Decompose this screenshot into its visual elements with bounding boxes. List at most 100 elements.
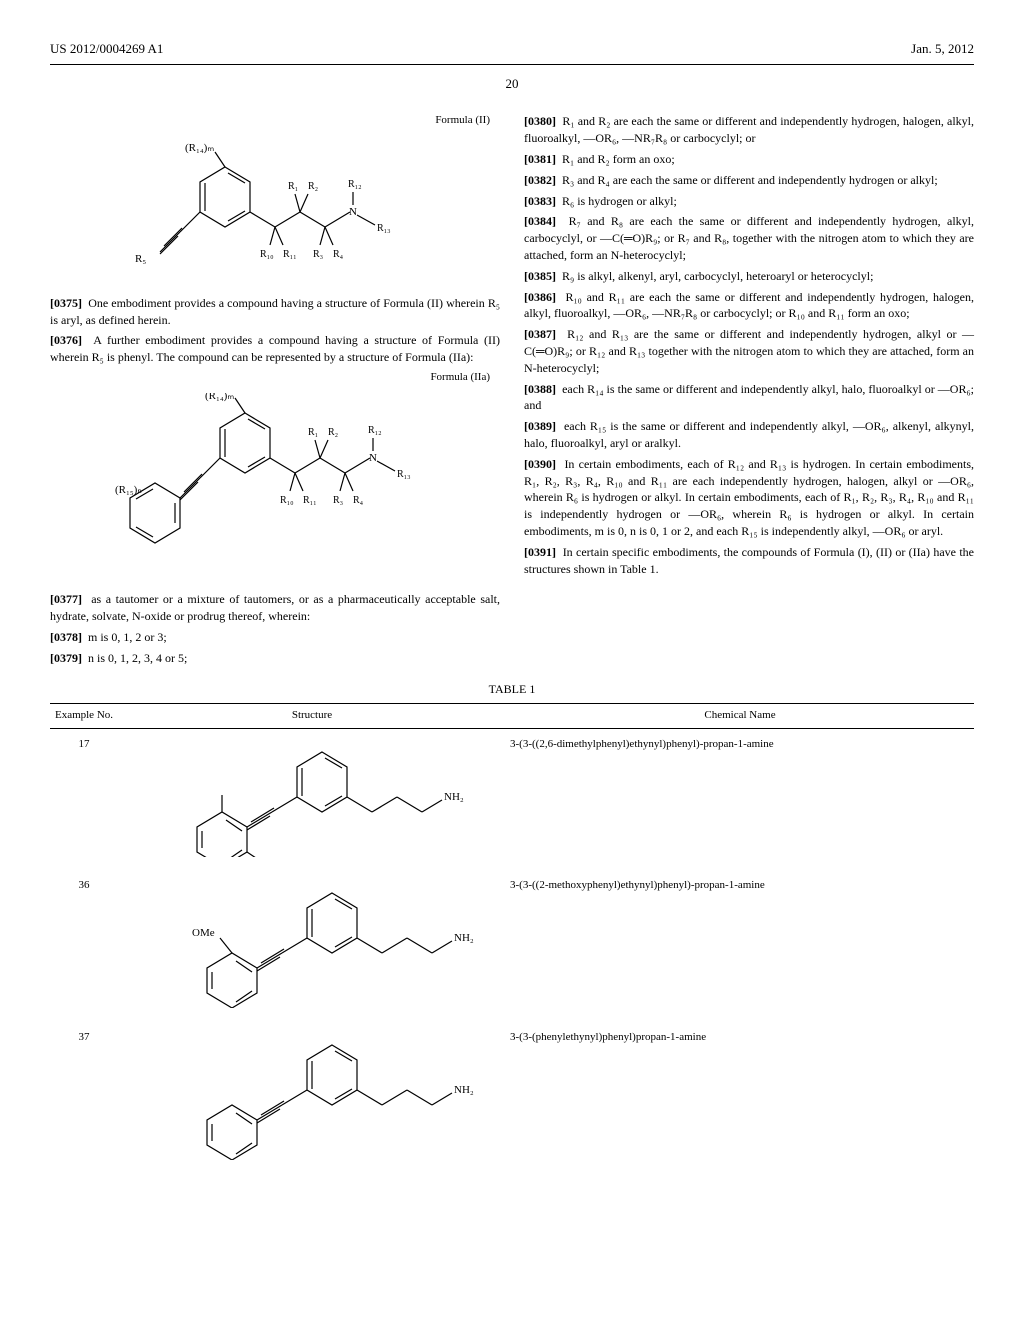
para-0375-text: One embodiment provides a compound havin… bbox=[50, 296, 500, 327]
r13-label: R₁₃ bbox=[377, 223, 391, 234]
para-0386: [0386] R₁₀ and R₁₁ are each the same or … bbox=[524, 289, 974, 323]
body-columns: Formula (II) bbox=[50, 113, 974, 670]
nh2-label-17: NH₂ bbox=[444, 791, 464, 803]
structure-36: OMe NH₂ bbox=[118, 870, 506, 1021]
col-structure: Structure bbox=[118, 704, 506, 728]
compounds-table: Example No. Structure Chemical Name 17 bbox=[50, 703, 974, 1173]
nh2-label-36: NH₂ bbox=[454, 932, 474, 944]
page-header: US 2012/0004269 A1 Jan. 5, 2012 bbox=[50, 40, 974, 58]
para-0391: [0391] In certain specific embodiments, … bbox=[524, 544, 974, 578]
para-0385: [0385] R₉ is alkyl, alkenyl, aryl, carbo… bbox=[524, 268, 974, 285]
para-0379-text: n is 0, 1, 2, 3, 4 or 5; bbox=[88, 651, 187, 665]
r3-label-2a: R₃ bbox=[333, 495, 343, 506]
formula-iia-label: Formula (IIa) bbox=[50, 370, 490, 385]
para-0382: [0382] R₃ and R₄ are each the same or di… bbox=[524, 172, 974, 189]
para-0376: [0376] A further embodiment provides a c… bbox=[50, 332, 500, 366]
left-column: Formula (II) bbox=[50, 113, 500, 670]
para-0390-num: [0390] bbox=[524, 457, 556, 471]
col-chemical-name: Chemical Name bbox=[506, 704, 974, 728]
para-0382-num: [0382] bbox=[524, 173, 556, 187]
r2-label-2a: R₂ bbox=[328, 427, 338, 438]
formula-ii-structure: (R₁₄)ₘ R₅ R₁₀ R₁₁ R₁ R₂ R₃ R₄ R₁₂ N R₁₃ bbox=[50, 137, 500, 287]
para-0383: [0383] R₆ is hydrogen or alkyl; bbox=[524, 193, 974, 210]
para-0384: [0384] R₇ and R₈ are each the same or di… bbox=[524, 213, 974, 263]
structure-17-svg: NH₂ bbox=[142, 737, 482, 857]
nh2-label-37: NH₂ bbox=[454, 1084, 474, 1096]
r14-label-2a: (R₁₄)ₘ bbox=[205, 393, 234, 402]
para-0377: [0377] as a tautomer or a mixture of tau… bbox=[50, 591, 500, 625]
para-0376-text: A further embodiment provides a compound… bbox=[50, 333, 500, 364]
formula-ii-svg: (R₁₄)ₘ R₅ R₁₀ R₁₁ R₁ R₂ R₃ R₄ R₁₂ N R₁₃ bbox=[125, 137, 425, 287]
formula-iia-svg: (R₁₄)ₘ (R₁₅)ₙ R₁₀ R₁₁ R₁ R₂ R₃ R₄ R₁₂ N … bbox=[115, 393, 435, 583]
para-0381-text: R₁ and R₂ form an oxo; bbox=[562, 152, 675, 166]
r13-label-2a: R₁₃ bbox=[397, 469, 411, 480]
para-0391-text: In certain specific embodiments, the com… bbox=[524, 545, 974, 576]
r2-label: R₂ bbox=[308, 181, 318, 192]
r4-label-2a: R₄ bbox=[353, 495, 364, 506]
para-0387: [0387] R₁₂ and R₁₃ are the same or diffe… bbox=[524, 326, 974, 376]
r12-label: R₁₂ bbox=[348, 179, 362, 190]
para-0376-num: [0376] bbox=[50, 333, 82, 347]
structure-37: NH₂ bbox=[118, 1022, 506, 1173]
para-0390-text: In certain embodiments, each of R₁₂ and … bbox=[524, 457, 974, 538]
para-0381-num: [0381] bbox=[524, 152, 556, 166]
example-no-37: 37 bbox=[50, 1022, 118, 1173]
structure-36-svg: OMe NH₂ bbox=[142, 878, 482, 1008]
example-no-17: 17 bbox=[50, 728, 118, 870]
table-header-row: Example No. Structure Chemical Name bbox=[50, 704, 974, 728]
para-0391-num: [0391] bbox=[524, 545, 556, 559]
para-0390: [0390] In certain embodiments, each of R… bbox=[524, 456, 974, 540]
r1-label: R₁ bbox=[288, 181, 298, 192]
col-example-no: Example No. bbox=[50, 704, 118, 728]
publication-number: US 2012/0004269 A1 bbox=[50, 40, 163, 58]
r15-label: (R₁₅)ₙ bbox=[115, 484, 142, 496]
para-0384-num: [0384] bbox=[524, 214, 556, 228]
para-0380-num: [0380] bbox=[524, 114, 556, 128]
n-label: N bbox=[349, 206, 357, 218]
para-0381: [0381] R₁ and R₂ form an oxo; bbox=[524, 151, 974, 168]
formula-ii-label: Formula (II) bbox=[50, 113, 490, 128]
example-no-36: 36 bbox=[50, 870, 118, 1021]
r1-label-2a: R₁ bbox=[308, 427, 318, 438]
publication-date: Jan. 5, 2012 bbox=[911, 40, 974, 58]
para-0378-num: [0378] bbox=[50, 630, 82, 644]
para-0377-num: [0377] bbox=[50, 592, 82, 606]
para-0385-text: R₉ is alkyl, alkenyl, aryl, carbocyclyl,… bbox=[562, 269, 873, 283]
para-0389-text: each R₁₅ is the same or different and in… bbox=[524, 419, 974, 450]
para-0389-num: [0389] bbox=[524, 419, 556, 433]
chemical-name-17: 3-(3-((2,6-dimethylphenyl)ethynyl)phenyl… bbox=[506, 728, 974, 870]
para-0387-num: [0387] bbox=[524, 327, 556, 341]
para-0389: [0389] each R₁₅ is the same or different… bbox=[524, 418, 974, 452]
table-row: 36 bbox=[50, 870, 974, 1021]
r11-label-2a: R₁₁ bbox=[303, 495, 317, 506]
para-0378-text: m is 0, 1, 2 or 3; bbox=[88, 630, 167, 644]
para-0379-num: [0379] bbox=[50, 651, 82, 665]
para-0388: [0388] each R₁₄ is the same or different… bbox=[524, 381, 974, 415]
para-0387-text: R₁₂ and R₁₃ are the same or different an… bbox=[524, 327, 974, 375]
r12-label-2a: R₁₂ bbox=[368, 425, 382, 436]
structure-17: NH₂ bbox=[118, 728, 506, 870]
para-0375: [0375] One embodiment provides a compoun… bbox=[50, 295, 500, 329]
n-label-2a: N bbox=[369, 452, 377, 464]
para-0386-text: R₁₀ and R₁₁ are each the same or differe… bbox=[524, 290, 974, 321]
ome-label-36: OMe bbox=[192, 927, 215, 939]
r4-label: R₄ bbox=[333, 249, 344, 260]
para-0377-text: as a tautomer or a mixture of tautomers,… bbox=[50, 592, 500, 623]
para-0379: [0379] n is 0, 1, 2, 3, 4 or 5; bbox=[50, 650, 500, 667]
formula-iia-structure: (R₁₄)ₘ (R₁₅)ₙ R₁₀ R₁₁ R₁ R₂ R₃ R₄ R₁₂ N … bbox=[50, 393, 500, 583]
right-column: [0380] R₁ and R₂ are each the same or di… bbox=[524, 113, 974, 670]
para-0383-num: [0383] bbox=[524, 194, 556, 208]
page-number: 20 bbox=[50, 75, 974, 93]
para-0388-text: each R₁₄ is the same or different and in… bbox=[524, 382, 974, 413]
r10-label-2a: R₁₀ bbox=[280, 495, 294, 506]
table-row: 17 bbox=[50, 728, 974, 870]
table-row: 37 bbox=[50, 1022, 974, 1173]
r5-label: R₅ bbox=[135, 253, 146, 265]
r3-label: R₃ bbox=[313, 249, 323, 260]
r10-label: R₁₀ bbox=[260, 249, 274, 260]
header-divider bbox=[50, 64, 974, 65]
para-0384-text: R₇ and R₈ are each the same or different… bbox=[524, 214, 974, 262]
para-0386-num: [0386] bbox=[524, 290, 556, 304]
r14-label: (R₁₄)ₘ bbox=[185, 142, 214, 154]
structure-37-svg: NH₂ bbox=[142, 1030, 482, 1160]
